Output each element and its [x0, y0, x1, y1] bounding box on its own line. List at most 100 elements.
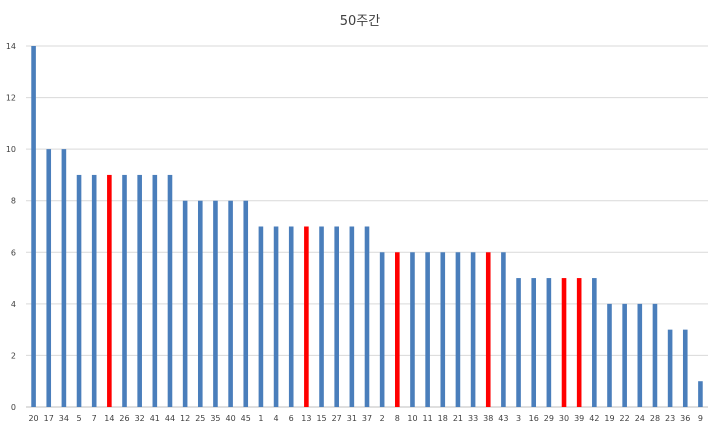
x-tick-label: 38	[483, 414, 493, 423]
bar-13	[304, 226, 309, 407]
y-tick-label: 8	[11, 197, 16, 206]
y-axis-ticks: 0 2 4 6 8 10 12 14	[6, 42, 16, 412]
x-tick-label: 22	[620, 414, 630, 423]
x-tick-label: 21	[453, 414, 463, 423]
bar-10	[410, 252, 415, 407]
bar-36	[682, 329, 688, 407]
x-tick-label: 15	[316, 414, 326, 423]
bar-3	[516, 278, 521, 407]
x-tick-label: 6	[289, 414, 294, 423]
x-tick-label: 31	[347, 414, 357, 423]
x-tick-label: 30	[559, 414, 569, 423]
x-tick-label: 20	[28, 414, 38, 423]
x-tick-label: 42	[589, 414, 599, 423]
bar-38	[485, 252, 491, 407]
bar-41	[152, 174, 158, 407]
bar-37	[364, 226, 370, 407]
x-tick-label: 23	[665, 414, 675, 423]
x-tick-label: 17	[44, 414, 54, 423]
x-tick-label: 13	[301, 414, 311, 423]
x-tick-label: 8	[395, 414, 400, 423]
x-tick-label: 41	[150, 414, 160, 423]
bar-6	[288, 226, 294, 407]
bar-18	[440, 252, 446, 407]
bar-42	[592, 278, 597, 407]
bar-12	[182, 200, 188, 407]
x-tick-label: 36	[680, 414, 690, 423]
x-tick-label: 4	[274, 414, 279, 423]
bar-8	[395, 252, 400, 407]
x-tick-label: 25	[195, 414, 205, 423]
bar-22	[622, 303, 627, 407]
y-tick-label: 6	[11, 248, 16, 257]
bar-26	[122, 174, 127, 407]
bar-9	[698, 381, 703, 407]
bar-16	[531, 278, 537, 407]
bar-20	[31, 46, 36, 407]
bar-45	[243, 200, 249, 407]
chart-title: 50주간	[340, 14, 381, 29]
bar-2	[379, 252, 385, 407]
bar-1	[258, 226, 264, 407]
bar-34	[61, 149, 67, 407]
bar-33	[470, 252, 476, 407]
bar-11	[425, 252, 430, 407]
x-tick-label: 18	[438, 414, 448, 423]
bar-19	[607, 303, 612, 407]
y-tick-label: 14	[6, 42, 16, 51]
bars	[31, 46, 703, 407]
x-tick-label: 9	[698, 414, 703, 423]
x-tick-label: 32	[135, 414, 145, 423]
bar-29	[546, 278, 552, 407]
bar-40	[228, 200, 233, 407]
bar-31	[349, 226, 355, 407]
y-tick-label: 10	[6, 145, 16, 154]
x-tick-label: 45	[241, 414, 251, 423]
x-tick-label: 40	[226, 414, 236, 423]
bar-5	[76, 174, 82, 407]
x-tick-label: 12	[180, 414, 190, 423]
y-tick-label: 0	[11, 403, 16, 412]
bar-7	[91, 174, 97, 407]
bar-17	[46, 149, 52, 407]
x-tick-label: 37	[362, 414, 372, 423]
x-tick-label: 44	[165, 414, 175, 423]
x-tick-label: 7	[92, 414, 97, 423]
x-tick-label: 5	[76, 414, 81, 423]
x-tick-label: 19	[604, 414, 614, 423]
x-tick-label: 35	[210, 414, 220, 423]
bar-15	[319, 226, 324, 407]
bar-4	[273, 226, 279, 407]
bar-30	[561, 278, 567, 407]
y-tick-label: 4	[11, 300, 16, 309]
bar-28	[652, 303, 658, 407]
bar-27	[334, 226, 339, 407]
y-tick-label: 2	[11, 351, 16, 360]
bar-25	[197, 200, 203, 407]
y-tick-label: 12	[6, 94, 16, 103]
bar-21	[455, 252, 461, 407]
bar-24	[637, 303, 643, 407]
x-tick-label: 14	[104, 414, 114, 423]
bar-39	[576, 278, 582, 407]
x-tick-label: 1	[258, 414, 263, 423]
x-tick-label: 10	[407, 414, 417, 423]
x-tick-label: 34	[59, 414, 69, 423]
x-tick-label: 26	[119, 414, 129, 423]
x-tick-label: 16	[529, 414, 539, 423]
bar-35	[213, 200, 218, 407]
x-tick-label: 2	[380, 414, 385, 423]
bar-43	[501, 252, 506, 407]
x-axis-ticks: 20 17 34 5 7 14 26 32 41 44 12 25 35 40 45 1 4 6 13 15 27 31 3…	[28, 414, 702, 423]
x-tick-label: 29	[544, 414, 554, 423]
bar-14	[107, 174, 112, 407]
x-tick-label: 27	[332, 414, 342, 423]
x-tick-label: 43	[498, 414, 508, 423]
x-tick-label: 33	[468, 414, 478, 423]
bar-23	[667, 329, 673, 407]
bar-32	[137, 174, 142, 407]
x-tick-label: 11	[423, 414, 433, 423]
x-tick-label: 28	[650, 414, 660, 423]
